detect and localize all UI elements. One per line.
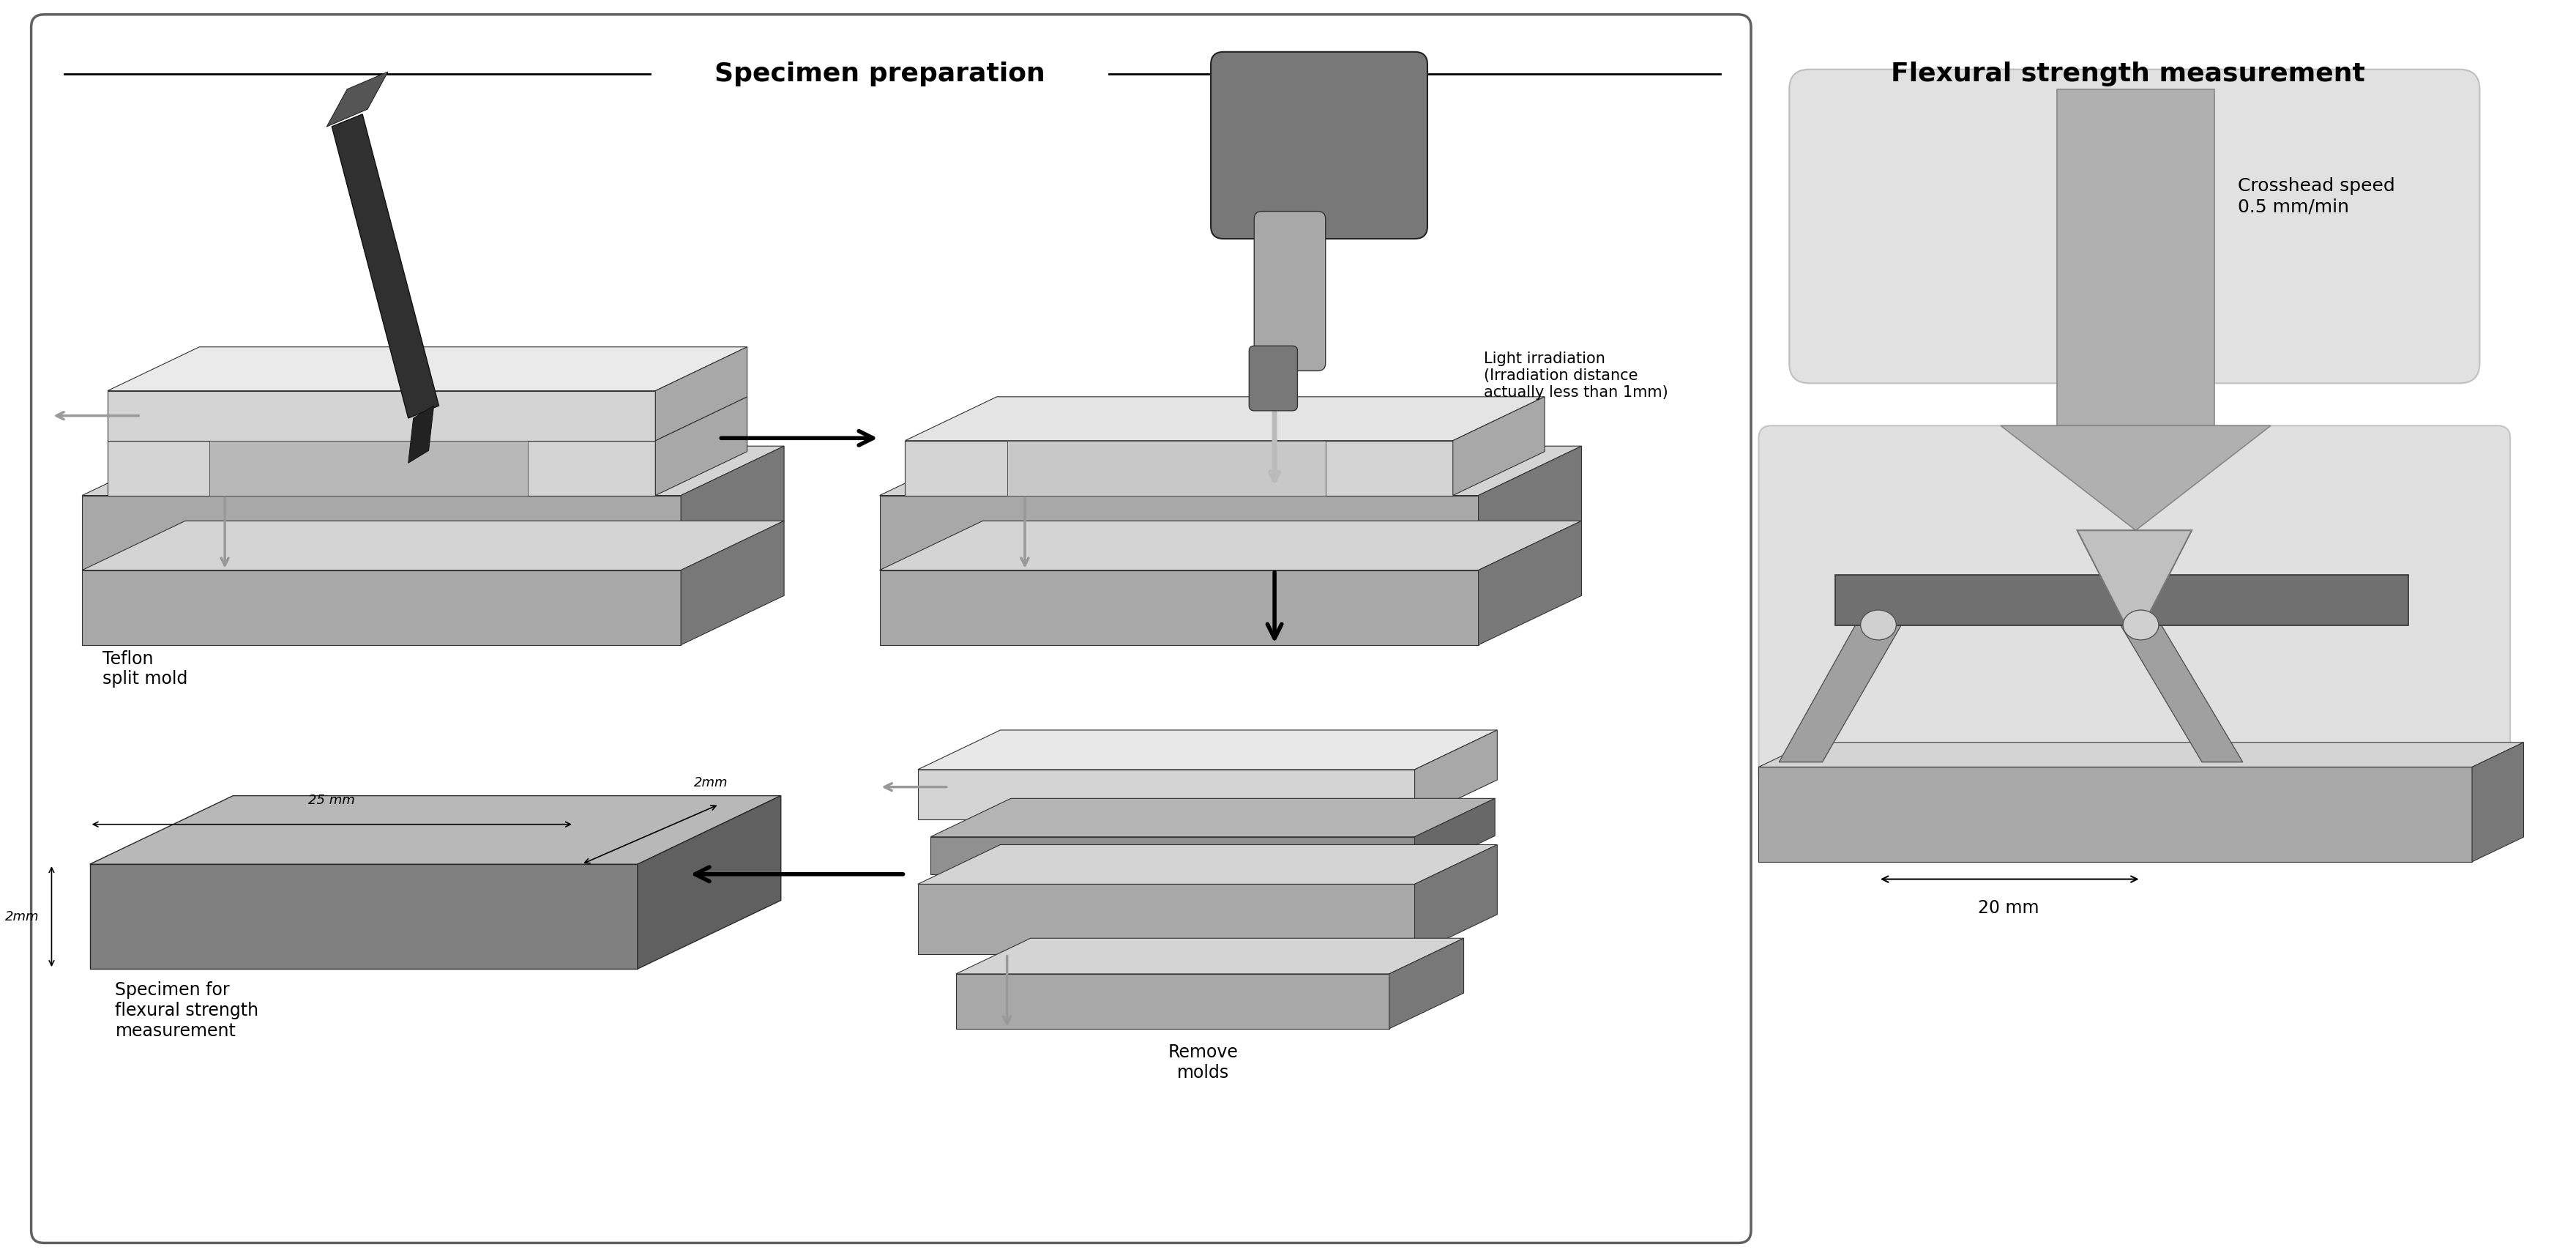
Polygon shape (2002, 426, 2272, 530)
Bar (2056, 89, 2215, 426)
Polygon shape (654, 348, 747, 440)
Polygon shape (930, 799, 1494, 836)
Polygon shape (1453, 396, 1546, 495)
Polygon shape (1780, 625, 1901, 762)
Polygon shape (82, 495, 680, 570)
Text: Remove
molds: Remove molds (1167, 1044, 1239, 1081)
Bar (1007, 440, 1327, 495)
Text: 20 mm: 20 mm (1978, 899, 2038, 916)
FancyBboxPatch shape (1790, 69, 2481, 384)
Polygon shape (917, 845, 1497, 884)
Polygon shape (917, 884, 1414, 954)
Polygon shape (930, 836, 1414, 874)
FancyBboxPatch shape (1255, 211, 1327, 371)
Polygon shape (2473, 742, 2524, 861)
Polygon shape (108, 391, 654, 440)
Polygon shape (90, 796, 781, 864)
Polygon shape (878, 521, 1582, 570)
Polygon shape (1479, 521, 1582, 645)
Polygon shape (878, 495, 1479, 570)
Polygon shape (82, 446, 783, 495)
Polygon shape (108, 396, 747, 440)
Polygon shape (407, 406, 433, 462)
Polygon shape (917, 770, 1414, 819)
Bar (209, 440, 528, 495)
Polygon shape (2120, 625, 2244, 762)
Polygon shape (956, 974, 1388, 1029)
Polygon shape (878, 446, 1582, 495)
Text: Specimen preparation: Specimen preparation (714, 61, 1046, 86)
Text: Crosshead speed
0.5 mm/min: Crosshead speed 0.5 mm/min (2239, 178, 2396, 215)
Polygon shape (917, 730, 1497, 770)
Bar (1834, 575, 2409, 625)
Polygon shape (108, 440, 654, 495)
Ellipse shape (1860, 610, 1896, 640)
Polygon shape (1479, 446, 1582, 570)
Polygon shape (1759, 742, 2524, 768)
Polygon shape (904, 396, 1546, 440)
Polygon shape (82, 521, 783, 570)
Polygon shape (90, 864, 639, 969)
Polygon shape (878, 570, 1479, 645)
Polygon shape (680, 521, 783, 645)
Polygon shape (1388, 939, 1463, 1029)
Polygon shape (1414, 845, 1497, 954)
Text: Teflon
split mold: Teflon split mold (103, 650, 188, 688)
Polygon shape (327, 71, 389, 126)
Ellipse shape (2123, 610, 2159, 640)
Text: Specimen for
flexural strength
measurement: Specimen for flexural strength measureme… (116, 981, 258, 1040)
Polygon shape (108, 348, 747, 391)
FancyBboxPatch shape (1211, 51, 1427, 239)
FancyBboxPatch shape (31, 15, 1752, 1242)
Polygon shape (680, 446, 783, 570)
Polygon shape (1414, 730, 1497, 819)
Polygon shape (82, 570, 680, 645)
Text: 2mm: 2mm (5, 910, 39, 924)
FancyBboxPatch shape (1249, 346, 1298, 411)
Text: 2mm: 2mm (693, 776, 726, 790)
Polygon shape (654, 396, 747, 495)
Polygon shape (639, 796, 781, 969)
Polygon shape (2076, 530, 2192, 620)
Polygon shape (956, 939, 1463, 974)
Text: Flexural strength measurement: Flexural strength measurement (1891, 61, 2365, 86)
Polygon shape (1759, 768, 2473, 861)
Text: 25 mm: 25 mm (309, 794, 355, 808)
Text: Light irradiation
(Irradiation distance
actually less than 1mm): Light irradiation (Irradiation distance … (1484, 351, 1667, 400)
Polygon shape (332, 114, 438, 419)
Polygon shape (1414, 799, 1494, 874)
Polygon shape (904, 440, 1453, 495)
FancyBboxPatch shape (1759, 426, 2509, 787)
